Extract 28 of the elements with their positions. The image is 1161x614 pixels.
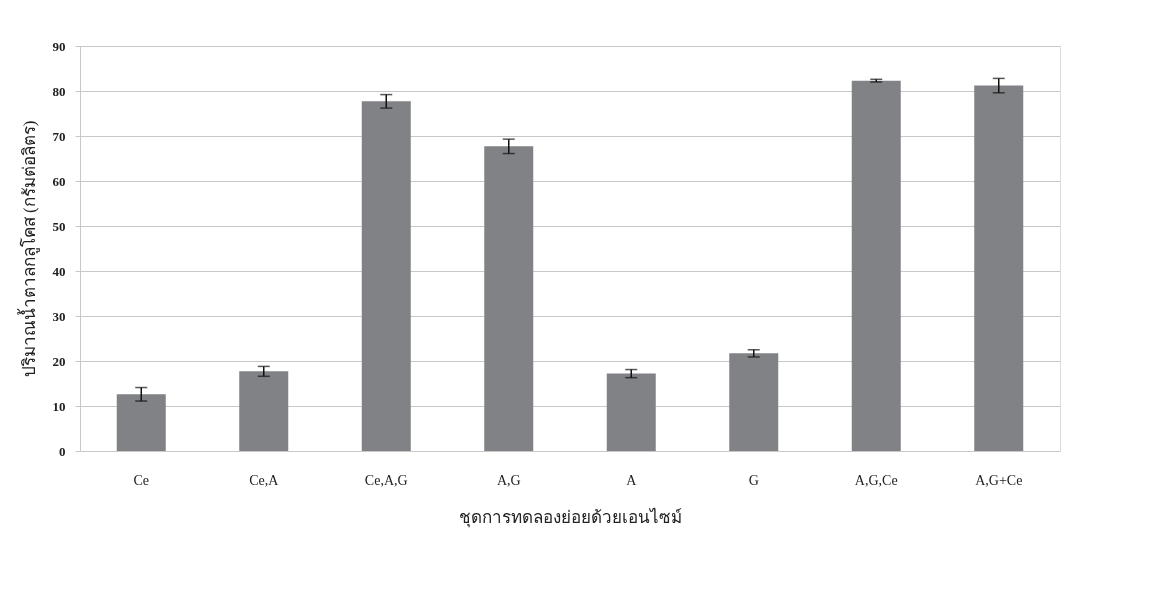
x-tick-label: A,G+Ce bbox=[975, 472, 1023, 488]
y-tick-label: 40 bbox=[52, 263, 66, 279]
bar bbox=[116, 394, 166, 451]
y-tick-label: 90 bbox=[52, 38, 66, 54]
x-tick-label: Ce,A,G bbox=[364, 472, 408, 488]
bar bbox=[851, 80, 901, 451]
x-tick-label: A,G,Ce bbox=[854, 472, 898, 488]
x-tick-label: A bbox=[626, 472, 638, 488]
bar bbox=[484, 146, 534, 451]
y-tick-label: 70 bbox=[52, 128, 66, 144]
y-tick-label: 0 bbox=[59, 443, 66, 459]
y-tick-label: 20 bbox=[52, 353, 66, 369]
y-tick-label: 80 bbox=[52, 83, 66, 99]
y-axis-title: ปริมาณน้ำตาลกลูโคส (กรัมต่อลิตร) bbox=[16, 120, 40, 378]
x-tick-label: G bbox=[748, 472, 759, 488]
bar bbox=[974, 85, 1024, 451]
x-tick-label: Ce bbox=[133, 472, 150, 488]
bar bbox=[239, 371, 289, 451]
bar bbox=[729, 353, 779, 451]
x-tick-label: A,G bbox=[496, 472, 521, 488]
y-tick-label: 30 bbox=[52, 308, 66, 324]
bar bbox=[361, 101, 411, 451]
y-tick-label: 10 bbox=[52, 398, 66, 414]
y-tick-label: 50 bbox=[52, 218, 66, 234]
bar bbox=[606, 373, 656, 451]
y-tick-label: 60 bbox=[52, 173, 66, 189]
x-tick-label: Ce,A bbox=[249, 472, 280, 488]
x-axis-title: ชุดการทดลองย่อยด้วยเอนไซม์ bbox=[459, 506, 682, 528]
